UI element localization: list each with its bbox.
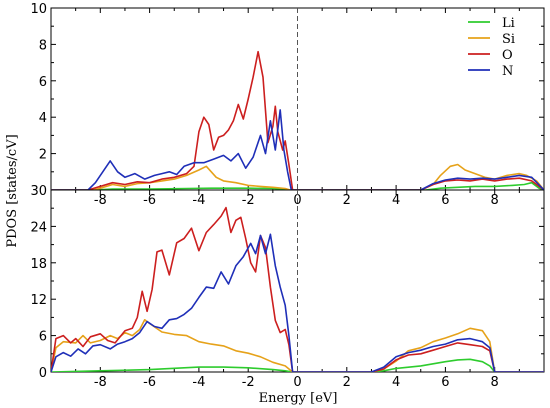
series-si-line — [51, 319, 544, 372]
series-li-line — [51, 358, 544, 372]
series-group — [51, 50, 544, 190]
legend-label-li: Li — [502, 16, 515, 31]
x-axis-title: Energy [eV] — [259, 391, 338, 406]
x-tick-label: 0 — [293, 375, 301, 390]
x-tick-label: 6 — [441, 193, 449, 208]
x-tick-label: -8 — [94, 193, 107, 208]
x-tick-label: -4 — [192, 375, 205, 390]
series-group — [51, 206, 544, 372]
y-tick-label: 12 — [30, 293, 47, 308]
x-tick-label: -8 — [94, 375, 107, 390]
y-tick-label: 30 — [30, 184, 47, 199]
legend-label-o: O — [502, 48, 513, 63]
x-tick-label: -2 — [242, 193, 255, 208]
y-tick-label: 4 — [39, 111, 47, 126]
series-n-line — [51, 109, 544, 190]
x-tick-label: 8 — [491, 193, 499, 208]
y-tick-label: 8 — [39, 38, 47, 53]
legend-label-n: N — [502, 64, 513, 79]
x-tick-label: 8 — [491, 375, 499, 390]
y-tick-label: 2 — [39, 148, 47, 163]
x-tick-label: -4 — [192, 193, 205, 208]
x-tick-label: -2 — [242, 375, 255, 390]
x-tick-label: 4 — [392, 375, 400, 390]
series-o-line — [51, 50, 544, 190]
y-tick-label: 18 — [30, 257, 47, 272]
y-tick-label: 10 — [30, 2, 47, 17]
series-li-line — [51, 181, 544, 190]
x-tick-label: -6 — [143, 375, 156, 390]
x-tick-label: 2 — [343, 193, 351, 208]
x-tick-label: 6 — [441, 375, 449, 390]
y-tick-label: 0 — [39, 366, 47, 381]
x-tick-label: 2 — [343, 375, 351, 390]
x-tick-label: -6 — [143, 193, 156, 208]
series-n-line — [51, 233, 544, 372]
x-tick-label: 4 — [392, 193, 400, 208]
y-tick-label: 6 — [39, 75, 47, 90]
y-axis-title: PDOS [states/cV] — [5, 134, 20, 247]
series-o-line — [51, 206, 544, 372]
y-tick-label: 24 — [30, 220, 47, 235]
y-tick-label: 6 — [39, 330, 47, 345]
legend-label-si: Si — [502, 32, 515, 47]
